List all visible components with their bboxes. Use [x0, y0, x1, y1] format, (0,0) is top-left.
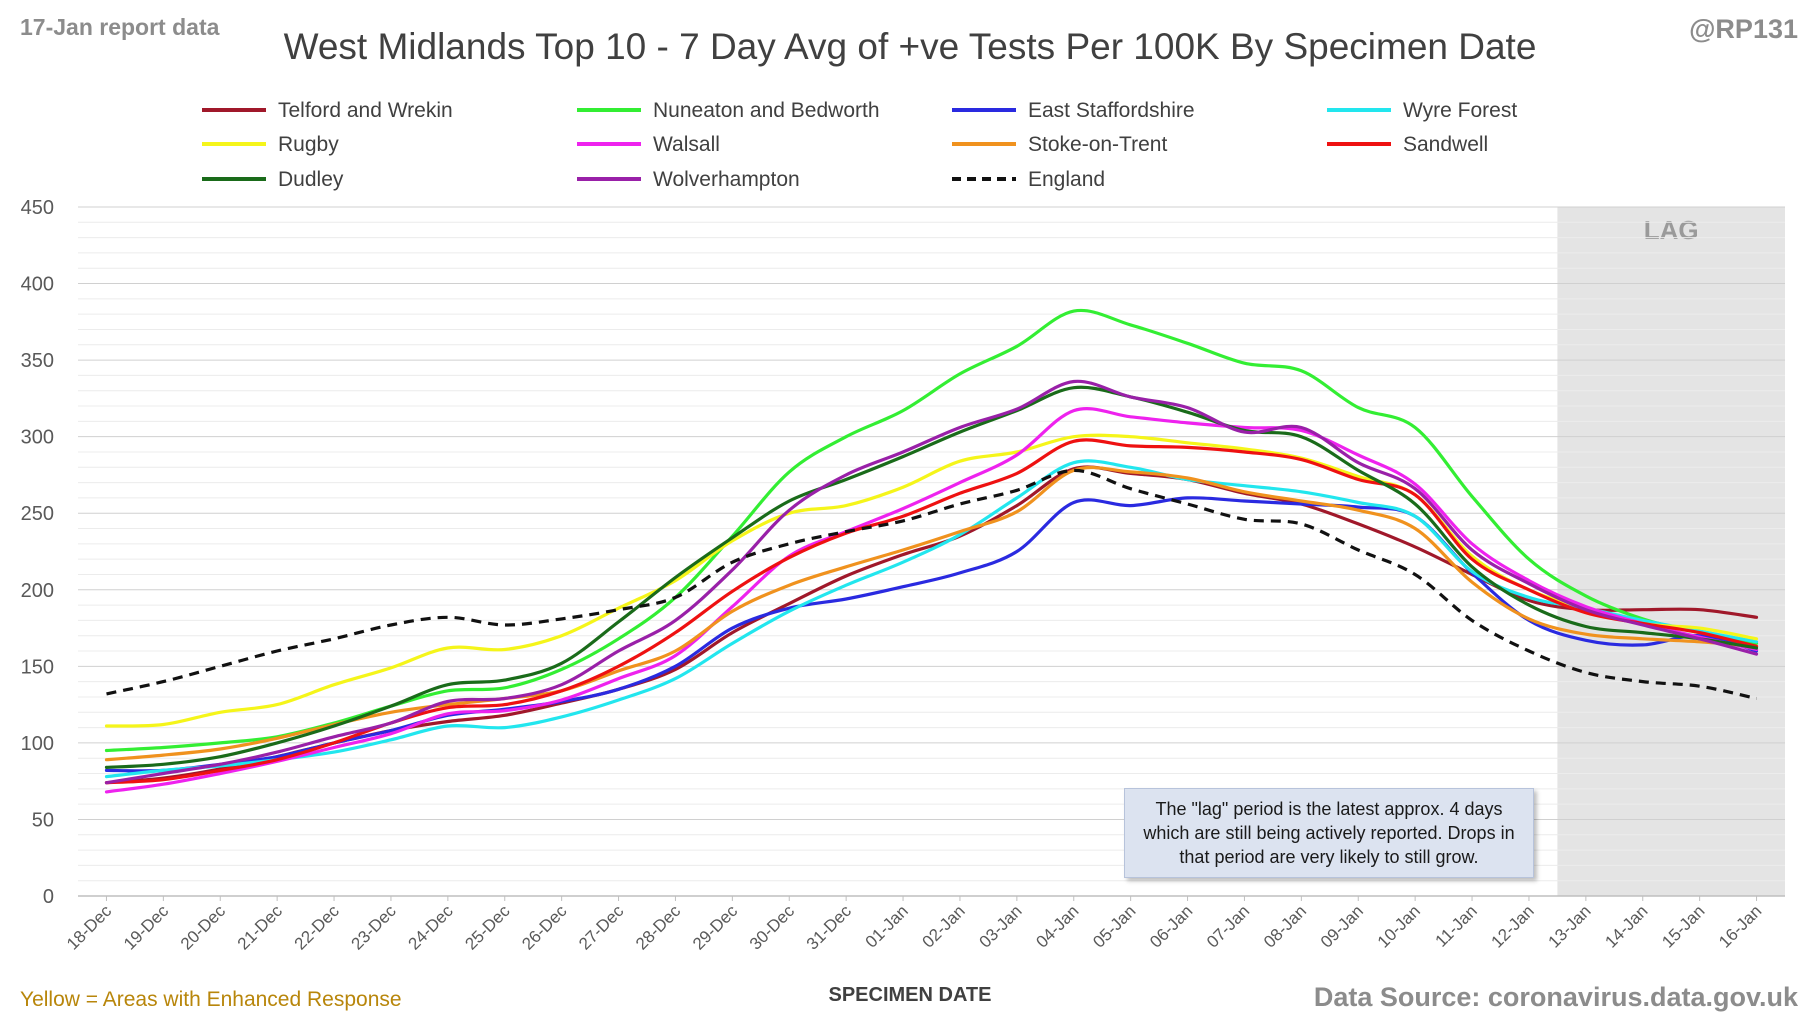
y-tick-label: 250 — [21, 503, 54, 525]
x-axis: 18-Dec 19-Dec 20-Dec 21-Dec 22-Dec 23-Dec 24-D… — [63, 895, 1785, 954]
lag-note: The "lag" period is the latest approx. 4… — [1124, 788, 1534, 878]
legend-item-wolverhampton: Wolverhampton — [577, 168, 800, 191]
x-tick-label: 24-Dec — [404, 901, 457, 954]
x-tick-label: 16-Jan — [1715, 901, 1765, 951]
legend-item-telford-and-wrekin: Telford and Wrekin — [202, 99, 453, 122]
y-tick-label: 0 — [43, 886, 54, 908]
y-tick-label: 400 — [21, 274, 54, 296]
series-line-rugby — [104, 433, 1759, 728]
lag-label: LAG — [1644, 215, 1699, 245]
y-tick-label: 200 — [21, 580, 54, 602]
x-tick-label: 25-Dec — [461, 901, 514, 954]
x-tick-label: 03-Jan — [975, 901, 1025, 951]
x-tick-label: 22-Dec — [291, 901, 344, 954]
legend-label: England — [1028, 168, 1105, 191]
x-tick-label: 06-Jan — [1146, 901, 1196, 951]
x-tick-label: 28-Dec — [632, 901, 685, 954]
x-tick-label: 30-Dec — [746, 901, 799, 954]
series-line-wyre-forest — [104, 459, 1759, 779]
legend-label: Wolverhampton — [653, 168, 800, 191]
x-tick-label: 01-Jan — [862, 901, 912, 951]
x-tick-label: 05-Jan — [1089, 901, 1139, 951]
series-line-walsall — [104, 407, 1759, 794]
enhanced-response-note: Yellow = Areas with Enhanced Response — [20, 988, 402, 1011]
x-tick-label: 27-Dec — [575, 901, 628, 954]
y-tick-label: 150 — [21, 656, 54, 678]
lag-shade — [1557, 207, 1785, 896]
series-line-east-staffordshire — [104, 496, 1759, 773]
x-tick-label: 19-Dec — [120, 901, 173, 954]
report-date-label: 17-Jan report data — [20, 14, 220, 40]
series-line-nuneaton-and-bedworth — [104, 308, 1759, 753]
y-tick-label: 300 — [21, 427, 54, 449]
x-tick-label: 20-Dec — [177, 901, 230, 954]
legend-item-nuneaton-and-bedworth: Nuneaton and Bedworth — [577, 99, 880, 122]
legend-label: Wyre Forest — [1403, 99, 1517, 122]
legend-item-dudley: Dudley — [202, 168, 344, 191]
legend-label: Dudley — [278, 168, 344, 191]
x-tick-label: 29-Dec — [689, 901, 742, 954]
x-tick-label: 26-Dec — [518, 901, 571, 954]
y-tick-label: 450 — [21, 197, 54, 219]
series-line-dudley — [104, 385, 1759, 769]
legend-label: Sandwell — [1403, 133, 1488, 156]
data-source: Data Source: coronavirus.data.gov.uk — [1313, 982, 1798, 1012]
x-tick-label: 04-Jan — [1032, 901, 1082, 951]
lag-region: LAG — [1557, 207, 1785, 896]
y-axis: 0 50 100 150 200 250 300 350 400 450 — [21, 197, 54, 908]
x-tick-label: 18-Dec — [63, 901, 116, 954]
x-tick-label: 21-Dec — [234, 901, 287, 954]
x-tick-label: 23-Dec — [348, 901, 401, 954]
series-lines — [104, 308, 1759, 794]
series-line-england — [106, 468, 1757, 701]
legend-label: Nuneaton and Bedworth — [653, 99, 880, 122]
legend-item-stoke-on-trent: Stoke-on-Trent — [952, 133, 1167, 156]
legend: Telford and Wrekin Nuneaton and Bedworth E… — [202, 99, 1517, 191]
legend-item-sandwell: Sandwell — [1327, 133, 1488, 156]
x-axis-title: SPECIMEN DATE — [828, 984, 992, 1006]
legend-label: Rugby — [278, 133, 339, 156]
legend-item-walsall: Walsall — [577, 133, 720, 156]
x-tick-label: 31-Dec — [803, 901, 856, 954]
legend-label: Stoke-on-Trent — [1028, 133, 1167, 156]
x-tick-label: 14-Jan — [1601, 901, 1651, 951]
y-tick-label: 50 — [32, 809, 54, 831]
x-tick-label: 15-Jan — [1658, 901, 1708, 951]
legend-item-wyre-forest: Wyre Forest — [1327, 99, 1517, 122]
legend-item-england: England — [952, 168, 1105, 191]
legend-label: East Staffordshire — [1028, 99, 1195, 122]
y-tick-label: 100 — [21, 733, 54, 755]
author-handle: @RP131 — [1689, 14, 1798, 44]
legend-item-east-staffordshire: East Staffordshire — [952, 99, 1195, 122]
y-tick-label: 350 — [21, 350, 54, 372]
x-tick-label: 11-Jan — [1432, 901, 1481, 950]
legend-label: Walsall — [653, 133, 720, 156]
x-tick-label: 07-Jan — [1203, 901, 1253, 951]
legend-item-rugby: Rugby — [202, 133, 339, 156]
series-line-stoke-on-trent — [104, 465, 1759, 762]
x-tick-label: 12-Jan — [1488, 901, 1538, 951]
x-tick-label: 08-Jan — [1260, 901, 1310, 951]
x-tick-label: 13-Jan — [1544, 901, 1594, 951]
series-line-wolverhampton — [104, 379, 1759, 785]
x-tick-label: 02-Jan — [919, 901, 969, 951]
legend-label: Telford and Wrekin — [278, 99, 453, 122]
x-tick-label: 09-Jan — [1317, 901, 1367, 951]
x-tick-label: 10-Jan — [1374, 901, 1424, 951]
chart-title: West Midlands Top 10 - 7 Day Avg of +ve … — [283, 26, 1537, 67]
